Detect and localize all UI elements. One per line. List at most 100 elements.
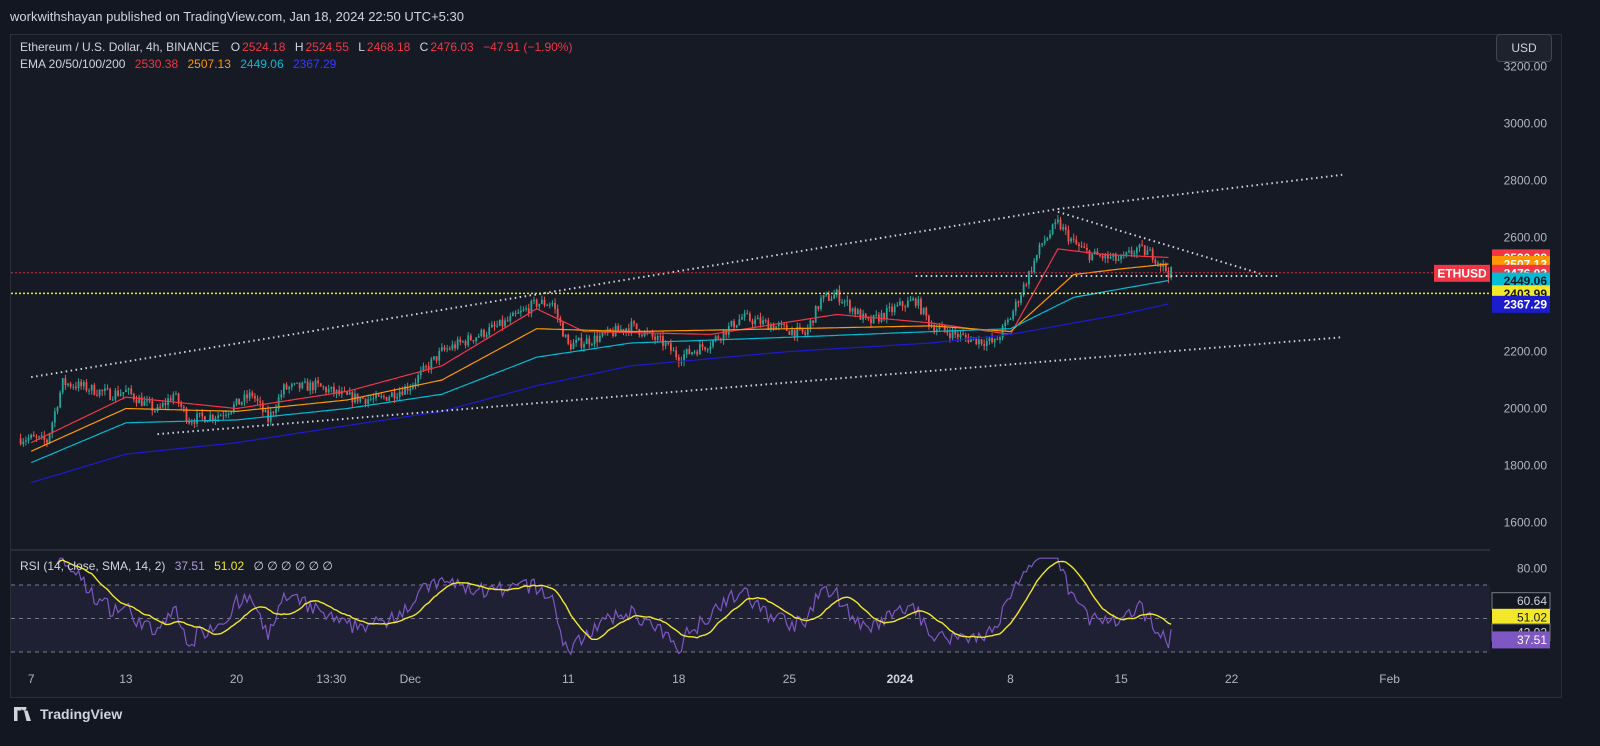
- time-axis-tick: 15: [1114, 672, 1128, 686]
- candle-body: [483, 329, 485, 337]
- candle-body: [701, 344, 704, 348]
- candle-body: [272, 411, 275, 413]
- candle-body: [577, 337, 580, 340]
- candle-body: [267, 410, 270, 422]
- candle-body: [1017, 301, 1020, 304]
- rsi-badge-bg: [1492, 631, 1550, 649]
- time-axis-tick: 25: [783, 672, 797, 686]
- candle-body: [209, 414, 212, 422]
- candle-body: [612, 331, 614, 337]
- candle-body: [538, 303, 541, 307]
- candle-body: [820, 298, 822, 310]
- candle-body: [367, 399, 370, 404]
- candle-body: [843, 301, 846, 303]
- candle-body: [204, 416, 206, 423]
- candle-body: [380, 396, 383, 398]
- low-label: L: [358, 40, 365, 54]
- candle-body: [1067, 229, 1070, 242]
- candle-body: [1138, 244, 1141, 248]
- rsi-badge-label: 37.51: [1517, 633, 1547, 647]
- candle-body: [609, 328, 612, 332]
- rsi-sma-value: 51.02: [214, 559, 245, 573]
- candle-body: [456, 339, 459, 349]
- candle-body: [1109, 256, 1112, 259]
- price-axis-tick: 1600.00: [1504, 516, 1548, 530]
- candle-body: [817, 306, 820, 310]
- candle-body: [296, 382, 298, 384]
- tradingview-footer[interactable]: TradingView: [12, 703, 122, 725]
- candle-body: [688, 348, 691, 355]
- candle-body: [467, 335, 470, 346]
- candle-body: [730, 320, 733, 326]
- candle-body: [791, 329, 793, 335]
- candle-body: [596, 335, 599, 342]
- candle-body: [772, 324, 775, 330]
- candle-body: [962, 333, 965, 335]
- candle-body: [722, 330, 725, 341]
- candle-body: [193, 422, 196, 424]
- candle-body: [103, 388, 106, 392]
- candle-body: [372, 398, 375, 400]
- candle-body: [82, 382, 85, 387]
- candle-body: [920, 298, 922, 315]
- candle-body: [788, 330, 791, 335]
- candle-body: [1120, 255, 1122, 260]
- symbol-tag-bg: [1434, 264, 1490, 282]
- candle-body: [383, 396, 385, 398]
- candle-body: [999, 337, 1001, 340]
- candle-body: [517, 312, 520, 314]
- candle-body: [775, 326, 778, 330]
- rsi-axis-tick: 80.00: [1517, 561, 1547, 575]
- candle-body: [390, 392, 393, 397]
- candle-body: [282, 384, 285, 395]
- candle-body: [348, 392, 351, 395]
- candle-body: [704, 347, 707, 350]
- candle-body: [24, 440, 27, 442]
- candle-body: [333, 386, 335, 394]
- candle-body: [741, 317, 743, 320]
- rsi-label[interactable]: RSI (14, close, SMA, 14, 2): [20, 559, 166, 573]
- candle-body: [1141, 244, 1144, 246]
- candle-body: [61, 378, 64, 393]
- candle-body: [1001, 325, 1004, 338]
- candle-body: [138, 397, 141, 404]
- candle-body: [1025, 284, 1028, 286]
- candle-body: [956, 333, 959, 338]
- candles-group: [19, 214, 1173, 448]
- candle-body: [464, 341, 467, 346]
- candle-body: [335, 389, 338, 394]
- candle-body: [43, 435, 46, 440]
- candle-body: [198, 412, 201, 414]
- candle-body: [190, 422, 193, 424]
- rsi-badge-label: 60.64: [1517, 594, 1547, 608]
- candle-body: [414, 382, 417, 385]
- candle-body: [875, 314, 878, 316]
- symbol-title[interactable]: Ethereum / U.S. Dollar, 4h, BINANCE: [20, 40, 220, 54]
- candle-body: [693, 351, 696, 353]
- candle-body: [64, 378, 67, 386]
- candle-body: [698, 344, 701, 355]
- candle-body: [1162, 263, 1165, 267]
- candle-body: [148, 400, 151, 402]
- candle-body: [98, 389, 101, 396]
- candle-body: [219, 415, 222, 417]
- candle-body: [556, 308, 559, 318]
- candle-body: [991, 337, 993, 343]
- ema-label[interactable]: EMA 20/50/100/200: [20, 57, 126, 71]
- currency-button[interactable]: USD: [1496, 34, 1552, 62]
- candle-body: [580, 337, 583, 348]
- candle-body: [622, 329, 625, 332]
- time-axis-tick: 2024: [887, 672, 914, 686]
- candle-body: [185, 408, 188, 422]
- candle-body: [838, 289, 841, 303]
- candle-body: [978, 339, 980, 345]
- candle-body: [975, 337, 978, 345]
- candle-body: [90, 384, 93, 391]
- candle-body: [762, 320, 764, 325]
- candle-body: [796, 326, 799, 338]
- chart-area[interactable]: [10, 34, 1562, 698]
- candle-body: [601, 331, 604, 336]
- candle-body: [277, 397, 280, 409]
- candle-body: [306, 381, 309, 391]
